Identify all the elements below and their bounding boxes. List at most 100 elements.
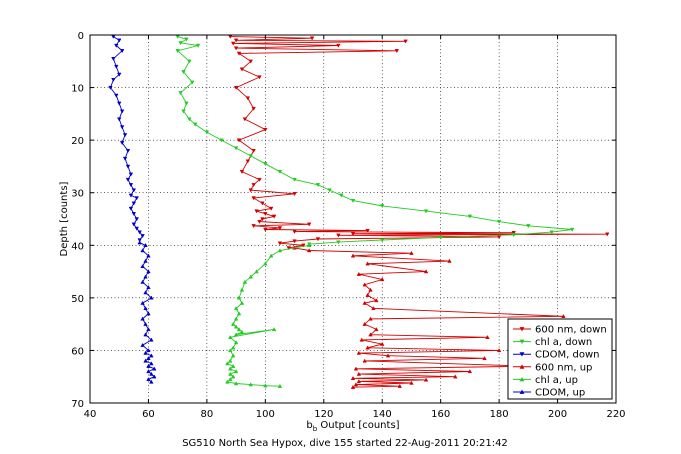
data-point	[362, 282, 367, 287]
data-point	[146, 377, 151, 382]
data-point	[374, 298, 379, 303]
data-point	[122, 156, 128, 161]
data-point	[239, 329, 245, 334]
data-point	[143, 332, 148, 337]
data-point	[146, 311, 151, 316]
data-point	[137, 240, 142, 245]
data-point	[263, 162, 268, 167]
data-point	[254, 209, 259, 214]
data-point	[146, 327, 151, 332]
data-point	[368, 287, 373, 292]
data-point	[181, 70, 186, 75]
data-point	[233, 369, 239, 374]
legend-label: CDOM, down	[535, 350, 600, 361]
data-point	[184, 101, 189, 106]
data-point	[239, 169, 245, 175]
data-point	[350, 253, 356, 258]
data-point	[301, 243, 306, 248]
data-point	[336, 240, 341, 245]
y-axis-label: Depth [counts]	[59, 181, 70, 256]
y-tick-label: 40	[71, 241, 84, 252]
data-point	[143, 274, 148, 279]
x-tick-label: 80	[201, 409, 214, 420]
legend-item: CDOM, up	[513, 388, 585, 399]
data-point	[134, 196, 139, 201]
data-point	[119, 125, 125, 130]
data-point	[111, 56, 116, 61]
data-point	[453, 374, 458, 379]
data-point	[233, 85, 239, 90]
data-point	[271, 327, 277, 332]
data-point	[230, 345, 236, 350]
x-tick-label: 220	[606, 409, 625, 420]
legend-label: 600 nm, up	[535, 362, 592, 373]
data-point	[146, 369, 151, 374]
data-point	[230, 41, 236, 46]
data-point	[146, 363, 151, 368]
series-line	[109, 36, 144, 241]
data-point	[233, 340, 239, 345]
data-point	[204, 130, 210, 135]
data-point	[257, 177, 262, 182]
data-point	[134, 217, 139, 222]
data-point	[143, 358, 148, 363]
series-0	[228, 34, 610, 251]
data-point	[385, 353, 391, 358]
data-point	[233, 316, 239, 321]
data-point	[423, 269, 429, 274]
data-point	[236, 51, 242, 56]
data-point	[257, 75, 262, 80]
data-point	[184, 37, 189, 42]
data-point	[131, 212, 137, 217]
data-point	[225, 361, 230, 366]
data-point	[233, 306, 239, 311]
data-point	[192, 122, 198, 127]
data-point	[233, 146, 239, 151]
data-point	[263, 227, 268, 232]
data-point	[263, 383, 268, 388]
data-point	[152, 374, 157, 379]
legend-swatch-marker	[519, 352, 525, 357]
data-point	[116, 72, 122, 77]
data-point	[125, 164, 131, 169]
data-point	[140, 342, 145, 347]
data-point	[353, 382, 359, 387]
data-point	[306, 248, 312, 253]
x-tick-label: 60	[142, 409, 155, 420]
y-tick-label: 30	[71, 189, 84, 200]
data-point	[140, 234, 145, 239]
series-5	[137, 240, 157, 384]
legend-item: CDOM, down	[513, 350, 600, 361]
data-point	[286, 246, 291, 251]
data-point	[248, 188, 253, 193]
data-point	[292, 239, 297, 244]
data-point	[336, 43, 341, 48]
data-point	[447, 258, 452, 263]
data-point	[140, 248, 145, 253]
data-point	[140, 279, 145, 284]
data-point	[228, 348, 233, 353]
data-point	[251, 148, 256, 153]
data-point	[403, 39, 408, 44]
data-point	[496, 219, 502, 224]
series-line	[139, 242, 156, 383]
data-point	[251, 196, 256, 201]
data-point	[125, 148, 131, 153]
data-point	[178, 41, 183, 46]
legend-label: chl a, up	[535, 375, 578, 386]
data-point	[353, 366, 359, 371]
y-tick-label: 70	[71, 399, 84, 410]
data-point	[114, 64, 119, 69]
data-point	[277, 383, 283, 388]
data-point	[149, 379, 154, 384]
data-point	[409, 380, 414, 385]
data-point	[228, 358, 233, 363]
data-point	[362, 358, 367, 363]
x-axis-label-sub: b	[313, 425, 318, 433]
data-point	[225, 379, 230, 384]
legend-swatch-marker	[519, 339, 525, 344]
data-point	[467, 214, 473, 219]
data-point	[549, 230, 554, 235]
data-point	[561, 313, 566, 318]
legend-item: 600 nm, up	[513, 362, 592, 373]
